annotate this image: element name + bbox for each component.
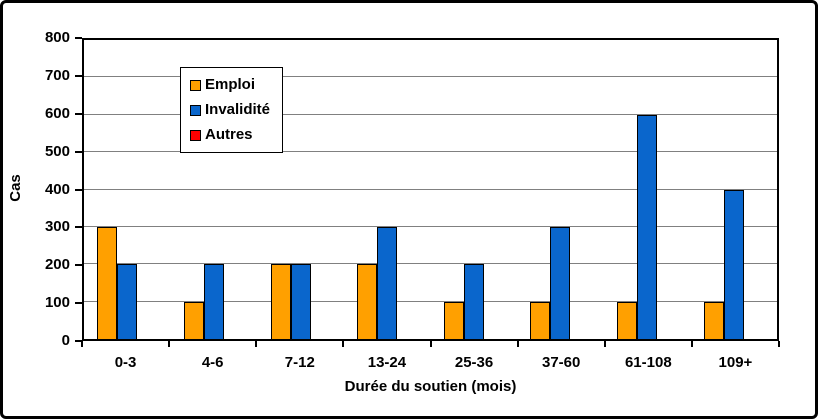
x-axis-category-labels: 0-3 4-6 7-12 13-24 25-36 37-60 61-108 109+ <box>82 354 779 371</box>
x-tick-8 <box>778 341 780 347</box>
bar-emploi-4-6 <box>183 301 204 339</box>
legend-item-emploi: Emploi <box>190 77 270 93</box>
x-tick-7 <box>690 341 693 347</box>
legend-label-emploi: Emploi <box>205 76 256 93</box>
legend-label-autres: Autres <box>205 126 253 143</box>
bar-invalidité-37-60 <box>550 226 571 339</box>
bar-emploi-37-60 <box>530 301 551 339</box>
x-category-label-4-6: 4-6 <box>201 354 224 371</box>
bars-row <box>84 40 777 339</box>
legend-swatch-emploi <box>190 79 201 91</box>
y-tick-800 <box>75 37 82 39</box>
y-tick-500 <box>75 150 82 153</box>
y-tick-0 <box>75 340 82 342</box>
bar-invalidité-109+ <box>723 189 744 339</box>
legend-swatch-autres <box>190 129 201 141</box>
bar-invalidité-25-36 <box>463 264 484 339</box>
x-category-label-61-108: 61-108 <box>624 354 672 371</box>
bar-emploi-0-3 <box>97 226 118 339</box>
y-tick-label-200: 200 <box>44 256 70 274</box>
chart-inner: Cas 0 100 200 300 400 500 600 700 800 0-3 4-6 7-12… <box>3 3 815 416</box>
bar-emploi-7-12 <box>270 264 291 339</box>
category-group-61-108 <box>604 40 691 339</box>
x-tick-0 <box>81 341 83 347</box>
x-axis-title: Durée du soutien (mois) <box>344 378 517 395</box>
bar-invalidité-0-3 <box>117 264 138 339</box>
bar-invalidité-7-12 <box>290 264 311 339</box>
category-group-7-12 <box>257 40 344 339</box>
gridline-200 <box>84 263 777 265</box>
bar-invalidité-4-6 <box>203 264 224 339</box>
y-tick-100 <box>75 302 82 305</box>
bar-emploi-13-24 <box>357 264 378 339</box>
x-category-label-13-24: 13-24 <box>367 354 407 371</box>
gridline-100 <box>84 300 777 302</box>
y-tick-400 <box>75 188 82 191</box>
x-tick-6 <box>603 341 606 347</box>
y-tick-label-600: 600 <box>44 104 70 122</box>
y-tick-label-400: 400 <box>44 180 70 198</box>
y-tick-label-800: 800 <box>44 29 70 46</box>
x-category-label-37-60: 37-60 <box>542 354 581 371</box>
category-group-25-36 <box>431 40 518 339</box>
legend-item-invalidité: Invalidité <box>190 102 270 118</box>
bar-invalidité-61-108 <box>637 114 658 339</box>
x-category-label-25-36: 25-36 <box>454 354 494 371</box>
bar-emploi-61-108 <box>617 301 638 339</box>
gridline-500 <box>84 151 777 153</box>
y-tick-200 <box>75 264 82 267</box>
x-category-label-7-12: 7-12 <box>284 354 315 371</box>
x-tick-4 <box>429 341 432 347</box>
y-tick-label-100: 100 <box>44 294 70 312</box>
category-group-109+ <box>690 40 777 339</box>
category-group-13-24 <box>344 40 431 339</box>
gridline-600 <box>84 113 777 115</box>
plot-area <box>82 38 779 341</box>
x-tick-2 <box>255 341 258 347</box>
bar-emploi-25-36 <box>443 301 464 339</box>
y-tick-label-700: 700 <box>44 66 70 84</box>
x-tick-3 <box>342 341 345 347</box>
y-tick-label-0: 0 <box>61 332 70 349</box>
bar-emploi-109+ <box>703 301 724 339</box>
category-group-4-6 <box>171 40 258 339</box>
gridline-700 <box>84 76 777 78</box>
bar-invalidité-13-24 <box>377 226 398 339</box>
y-tick-300 <box>75 226 82 229</box>
legend-label-invalidité: Invalidité <box>205 101 271 118</box>
gridline-300 <box>84 225 777 227</box>
category-group-37-60 <box>517 40 604 339</box>
legend: Emploi Invalidité Autres <box>180 67 284 153</box>
y-tick-label-300: 300 <box>44 218 70 236</box>
y-axis-title: Cas <box>7 174 24 202</box>
legend-swatch-invalidité <box>190 104 201 116</box>
y-tick-600 <box>75 112 82 115</box>
x-category-label-0-3: 0-3 <box>114 354 137 371</box>
y-tick-label-500: 500 <box>44 142 70 160</box>
gridline-400 <box>84 188 777 190</box>
x-tick-5 <box>516 341 519 347</box>
category-group-0-3 <box>84 40 171 339</box>
y-tick-700 <box>75 74 82 77</box>
x-tick-1 <box>168 341 171 347</box>
x-category-label-109+: 109+ <box>718 354 753 371</box>
legend-item-autres: Autres <box>190 127 270 143</box>
